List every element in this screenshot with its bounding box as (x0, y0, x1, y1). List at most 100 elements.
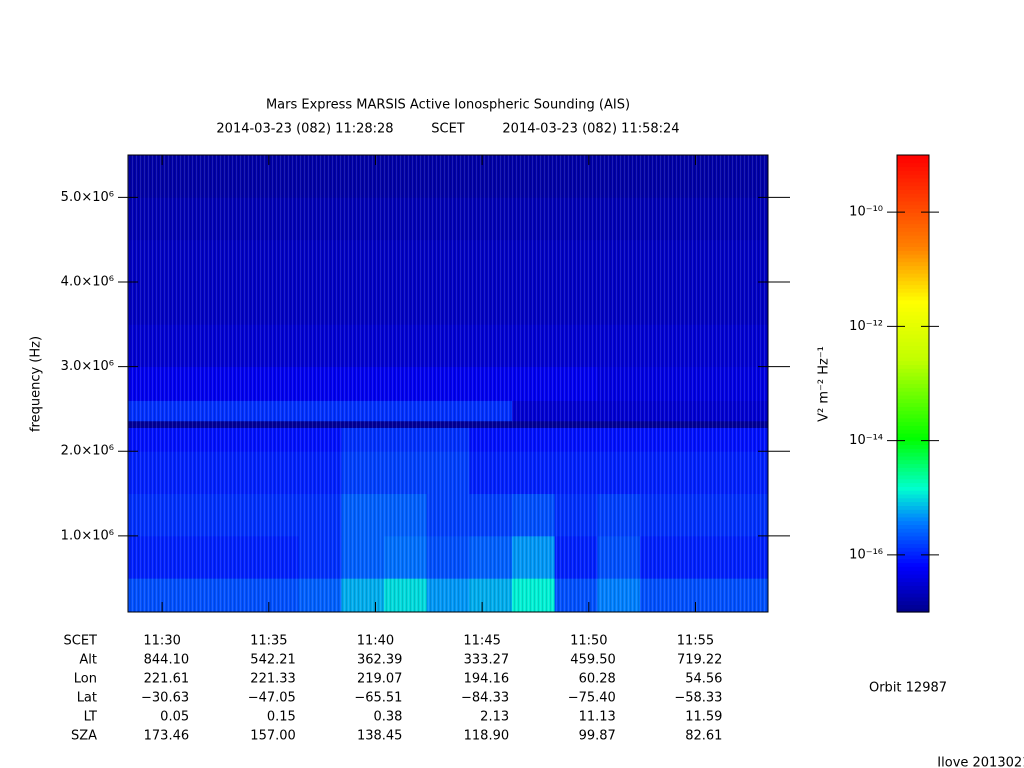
y-tick-label: 2.0×10⁶ (61, 444, 114, 459)
ephemeris-value: 221.61 (144, 672, 190, 687)
colorbar-slice (897, 589, 929, 594)
colorbar-slice (897, 471, 929, 476)
colorbar-slice (897, 543, 929, 548)
colorbar-slice (897, 311, 929, 316)
ephemeris-value: 459.50 (570, 653, 616, 668)
colorbar-slice (897, 242, 929, 247)
colorbar-slice (897, 265, 929, 270)
colorbar-slice (897, 166, 929, 171)
colorbar-slice (897, 532, 929, 537)
colorbar-slice (897, 368, 929, 373)
colorbar-slice (897, 463, 929, 468)
colorbar-slice (897, 554, 929, 560)
colorbar-slice (897, 436, 929, 442)
ephemeris-value: −30.63 (141, 691, 189, 706)
colorbar-slice (897, 314, 929, 320)
colorbar-slice (897, 570, 929, 575)
colorbar-slice (897, 391, 929, 396)
colorbar-slice (897, 238, 929, 244)
colorbar-slice (897, 474, 929, 480)
colorbar-slice (897, 299, 929, 305)
colorbar-slice (897, 356, 929, 362)
colorbar-slice (897, 193, 929, 198)
colorbar-slice (897, 478, 929, 484)
colorbar-slice (897, 455, 929, 461)
colorbar-slice (897, 608, 929, 613)
colorbar-slice (897, 375, 929, 381)
colorbar-slice (897, 288, 929, 293)
y-tick-label: 4.0×10⁶ (61, 274, 114, 289)
plot-frame (127, 154, 769, 613)
colorbar-slice (897, 273, 929, 278)
colorbar-slice (897, 566, 929, 571)
colorbar-slice (897, 482, 929, 487)
colorbar-slice (897, 280, 929, 286)
colorbar-slice (897, 406, 929, 411)
colorbar-slice (897, 341, 929, 347)
ephemeris-value: 54.56 (685, 672, 722, 687)
colorbar-slice (897, 261, 929, 267)
colorbar-slice (897, 196, 929, 202)
colorbar-slice (897, 295, 929, 301)
ephemeris-value: 173.46 (144, 729, 190, 744)
ephemeris-label: SZA (71, 729, 97, 744)
colorbar-slice (897, 200, 929, 206)
colorbar-slice (897, 452, 929, 457)
ephemeris-value: 0.05 (160, 710, 189, 725)
ephemeris-label: Alt (79, 653, 97, 668)
ephemeris-value: 194.16 (464, 672, 510, 687)
colorbar-slice (897, 219, 929, 225)
ephemeris-label: LT (84, 710, 97, 725)
ephemeris-value: 82.61 (685, 729, 722, 744)
texture (128, 155, 768, 612)
colorbar-slice (897, 398, 929, 404)
colorbar-slice (897, 276, 929, 282)
colorbar-tick-label: 10⁻¹⁰ (849, 205, 883, 220)
colorbar-slice (897, 158, 929, 164)
colorbar-slice (897, 234, 929, 240)
colorbar-slice (897, 413, 929, 419)
colorbar-slice (897, 467, 929, 472)
colorbar-slice (897, 223, 929, 228)
ephemeris-label: Lon (74, 672, 97, 687)
colorbar-tick-label: 10⁻¹⁶ (849, 547, 883, 562)
y-axis-label: frequency (Hz) (29, 336, 44, 432)
colorbar-slice (897, 185, 929, 190)
colorbar-slice (897, 170, 929, 175)
colorbar-slice (897, 528, 929, 533)
colorbar-slice (897, 535, 929, 541)
ephemeris-value: 542.21 (250, 653, 296, 668)
colorbar-slice (897, 181, 929, 187)
colorbar-slice (897, 246, 929, 251)
colorbar-slice (897, 330, 929, 335)
ephemeris-value: 11.59 (685, 710, 722, 725)
colorbar-slice (897, 604, 929, 609)
colorbar-slice (897, 231, 929, 236)
colorbar-slice (897, 539, 929, 545)
colorbar-slice (897, 307, 929, 312)
colorbar-slice (897, 520, 929, 526)
colorbar-slice (897, 155, 929, 160)
colorbar-slice (897, 444, 929, 449)
colorbar-slice (897, 333, 929, 339)
ephemeris-label: Lat (77, 691, 97, 706)
colorbar-slice (897, 562, 929, 567)
colorbar-slice (897, 322, 929, 327)
colorbar-slice (897, 284, 929, 289)
ephemeris-value: 219.07 (357, 672, 403, 687)
colorbar-slice (897, 516, 929, 522)
x-tick-label: 11:40 (357, 634, 394, 649)
colorbar-slice (897, 257, 929, 263)
colorbar-slice (897, 372, 929, 377)
colorbar-slice (897, 440, 929, 446)
ephemeris-value: 11.13 (579, 710, 616, 725)
ephemeris-value: 118.90 (464, 729, 510, 744)
colorbar-slice (897, 177, 929, 183)
ephemeris-value: 138.45 (357, 729, 403, 744)
colorbar-slice (897, 215, 929, 221)
ephemeris-value: 844.10 (144, 653, 190, 668)
colorbar-slice (897, 448, 929, 453)
colorbar-slice (897, 212, 929, 217)
